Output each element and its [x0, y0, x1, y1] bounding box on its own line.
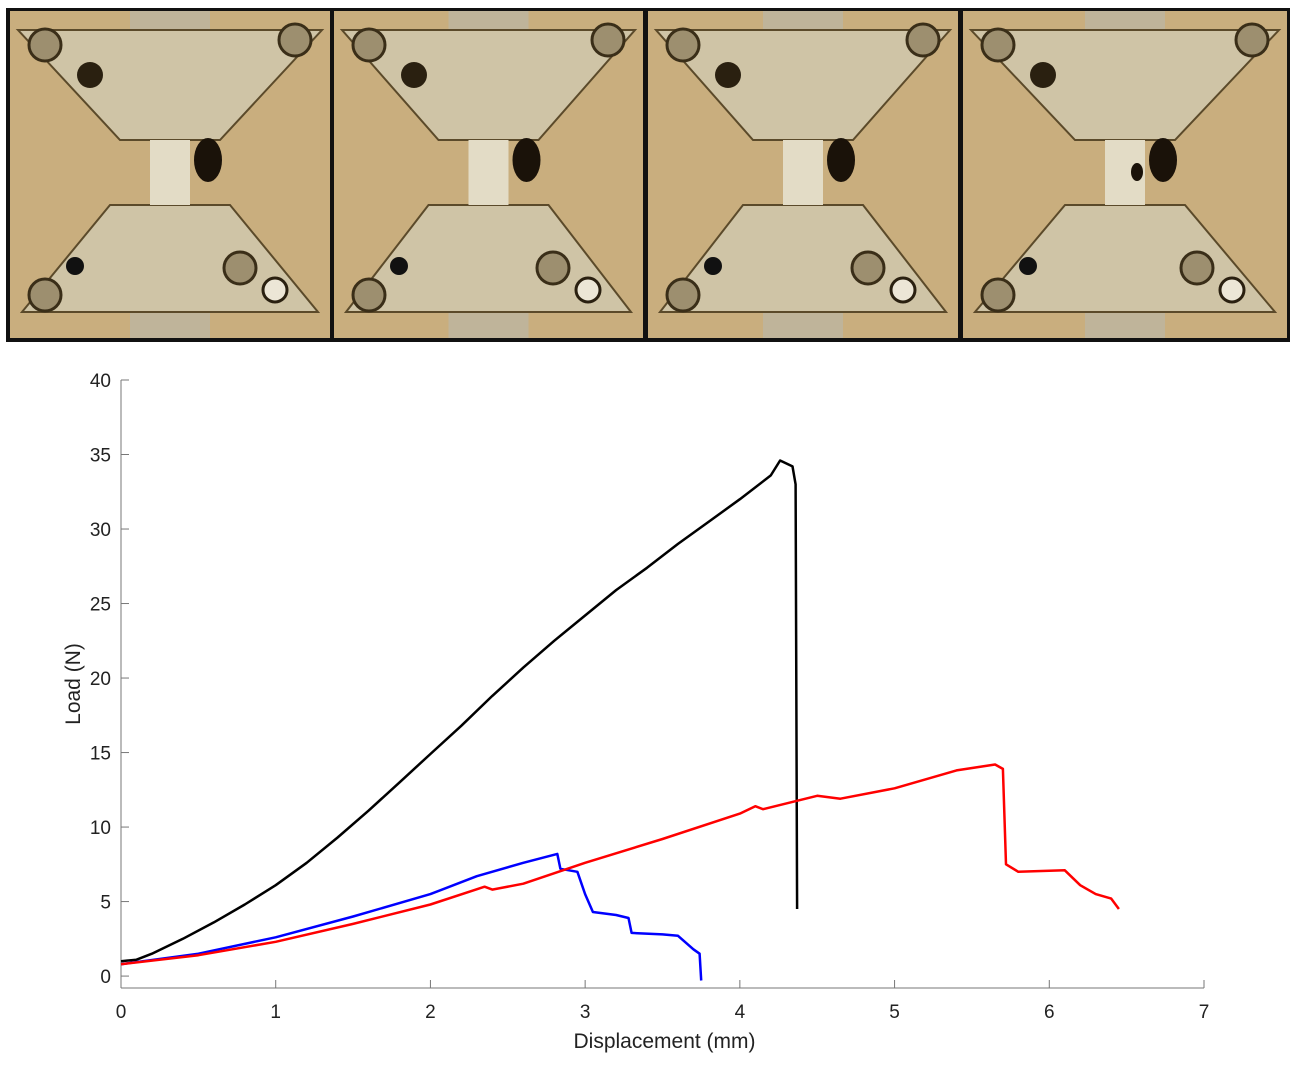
bolt	[279, 24, 311, 56]
grip-stem	[449, 310, 529, 338]
y-tick-label: 0	[100, 967, 111, 988]
x-tick-label: 5	[889, 1002, 900, 1023]
bolt	[667, 279, 699, 311]
bolt	[982, 279, 1014, 311]
bolt	[907, 24, 939, 56]
x-tick-label: 4	[735, 1002, 746, 1023]
hole	[66, 257, 84, 275]
specimen	[469, 140, 509, 205]
y-tick-label: 25	[90, 595, 111, 616]
photo-panel	[334, 11, 643, 338]
shadow	[827, 138, 855, 182]
chart: 0 1 2 3 4 5 6 7 0 5 10 15 20 25 30 35 40 Displacement (mm…	[62, 371, 1209, 1053]
bolt	[1181, 252, 1213, 284]
photo-panel	[10, 11, 330, 338]
shadow	[1149, 138, 1177, 182]
photo-panel	[648, 11, 958, 338]
grip-stem	[130, 11, 210, 31]
hole	[77, 62, 103, 88]
x-tick-label: 0	[116, 1002, 127, 1023]
hole	[891, 278, 915, 302]
bolt	[29, 29, 61, 61]
photo-panel	[963, 11, 1287, 338]
bolt	[224, 252, 256, 284]
y-axis-label: Load (N)	[62, 643, 85, 725]
y-tick-label: 5	[100, 893, 111, 914]
photo-strip	[0, 0, 1295, 342]
x-tick-label: 7	[1199, 1002, 1210, 1023]
hole	[263, 278, 287, 302]
figure: 0 1 2 3 4 5 6 7 0 5 10 15 20 25 30 35 40 Displacement (mm…	[0, 0, 1295, 1065]
y-tick-label: 15	[90, 744, 111, 765]
hole	[1019, 257, 1037, 275]
hole	[704, 257, 722, 275]
hole	[715, 62, 741, 88]
y-tick-label: 30	[90, 520, 111, 541]
grip-stem	[1085, 11, 1165, 31]
grip-stem	[130, 310, 210, 338]
y-tick-label: 35	[90, 446, 111, 467]
y-tick-label: 40	[90, 371, 111, 392]
x-tick-label: 3	[580, 1002, 591, 1023]
x-tick-label: 1	[270, 1002, 281, 1023]
y-tick-label: 10	[90, 818, 111, 839]
grip-stem	[763, 310, 843, 338]
bolt	[29, 279, 61, 311]
plot-area	[121, 380, 1204, 988]
grip-stem	[1085, 310, 1165, 338]
bolt	[667, 29, 699, 61]
specimen	[150, 140, 190, 205]
bolt	[353, 279, 385, 311]
y-tick-label: 20	[90, 669, 111, 690]
hole	[390, 257, 408, 275]
bolt	[1236, 24, 1268, 56]
x-axis-label: Displacement (mm)	[573, 1030, 755, 1053]
bolt	[537, 252, 569, 284]
hole	[576, 278, 600, 302]
shadow	[513, 138, 541, 182]
bolt	[852, 252, 884, 284]
grip-stem	[763, 11, 843, 31]
bolt	[982, 29, 1014, 61]
shadow	[194, 138, 222, 182]
hole	[1030, 62, 1056, 88]
bolt	[353, 29, 385, 61]
x-tick-label: 2	[425, 1002, 436, 1023]
hole	[1220, 278, 1244, 302]
specimen	[783, 140, 823, 205]
grip-stem	[449, 11, 529, 31]
hole	[401, 62, 427, 88]
x-tick-label: 6	[1044, 1002, 1055, 1023]
bolt	[592, 24, 624, 56]
crack	[1131, 163, 1143, 181]
